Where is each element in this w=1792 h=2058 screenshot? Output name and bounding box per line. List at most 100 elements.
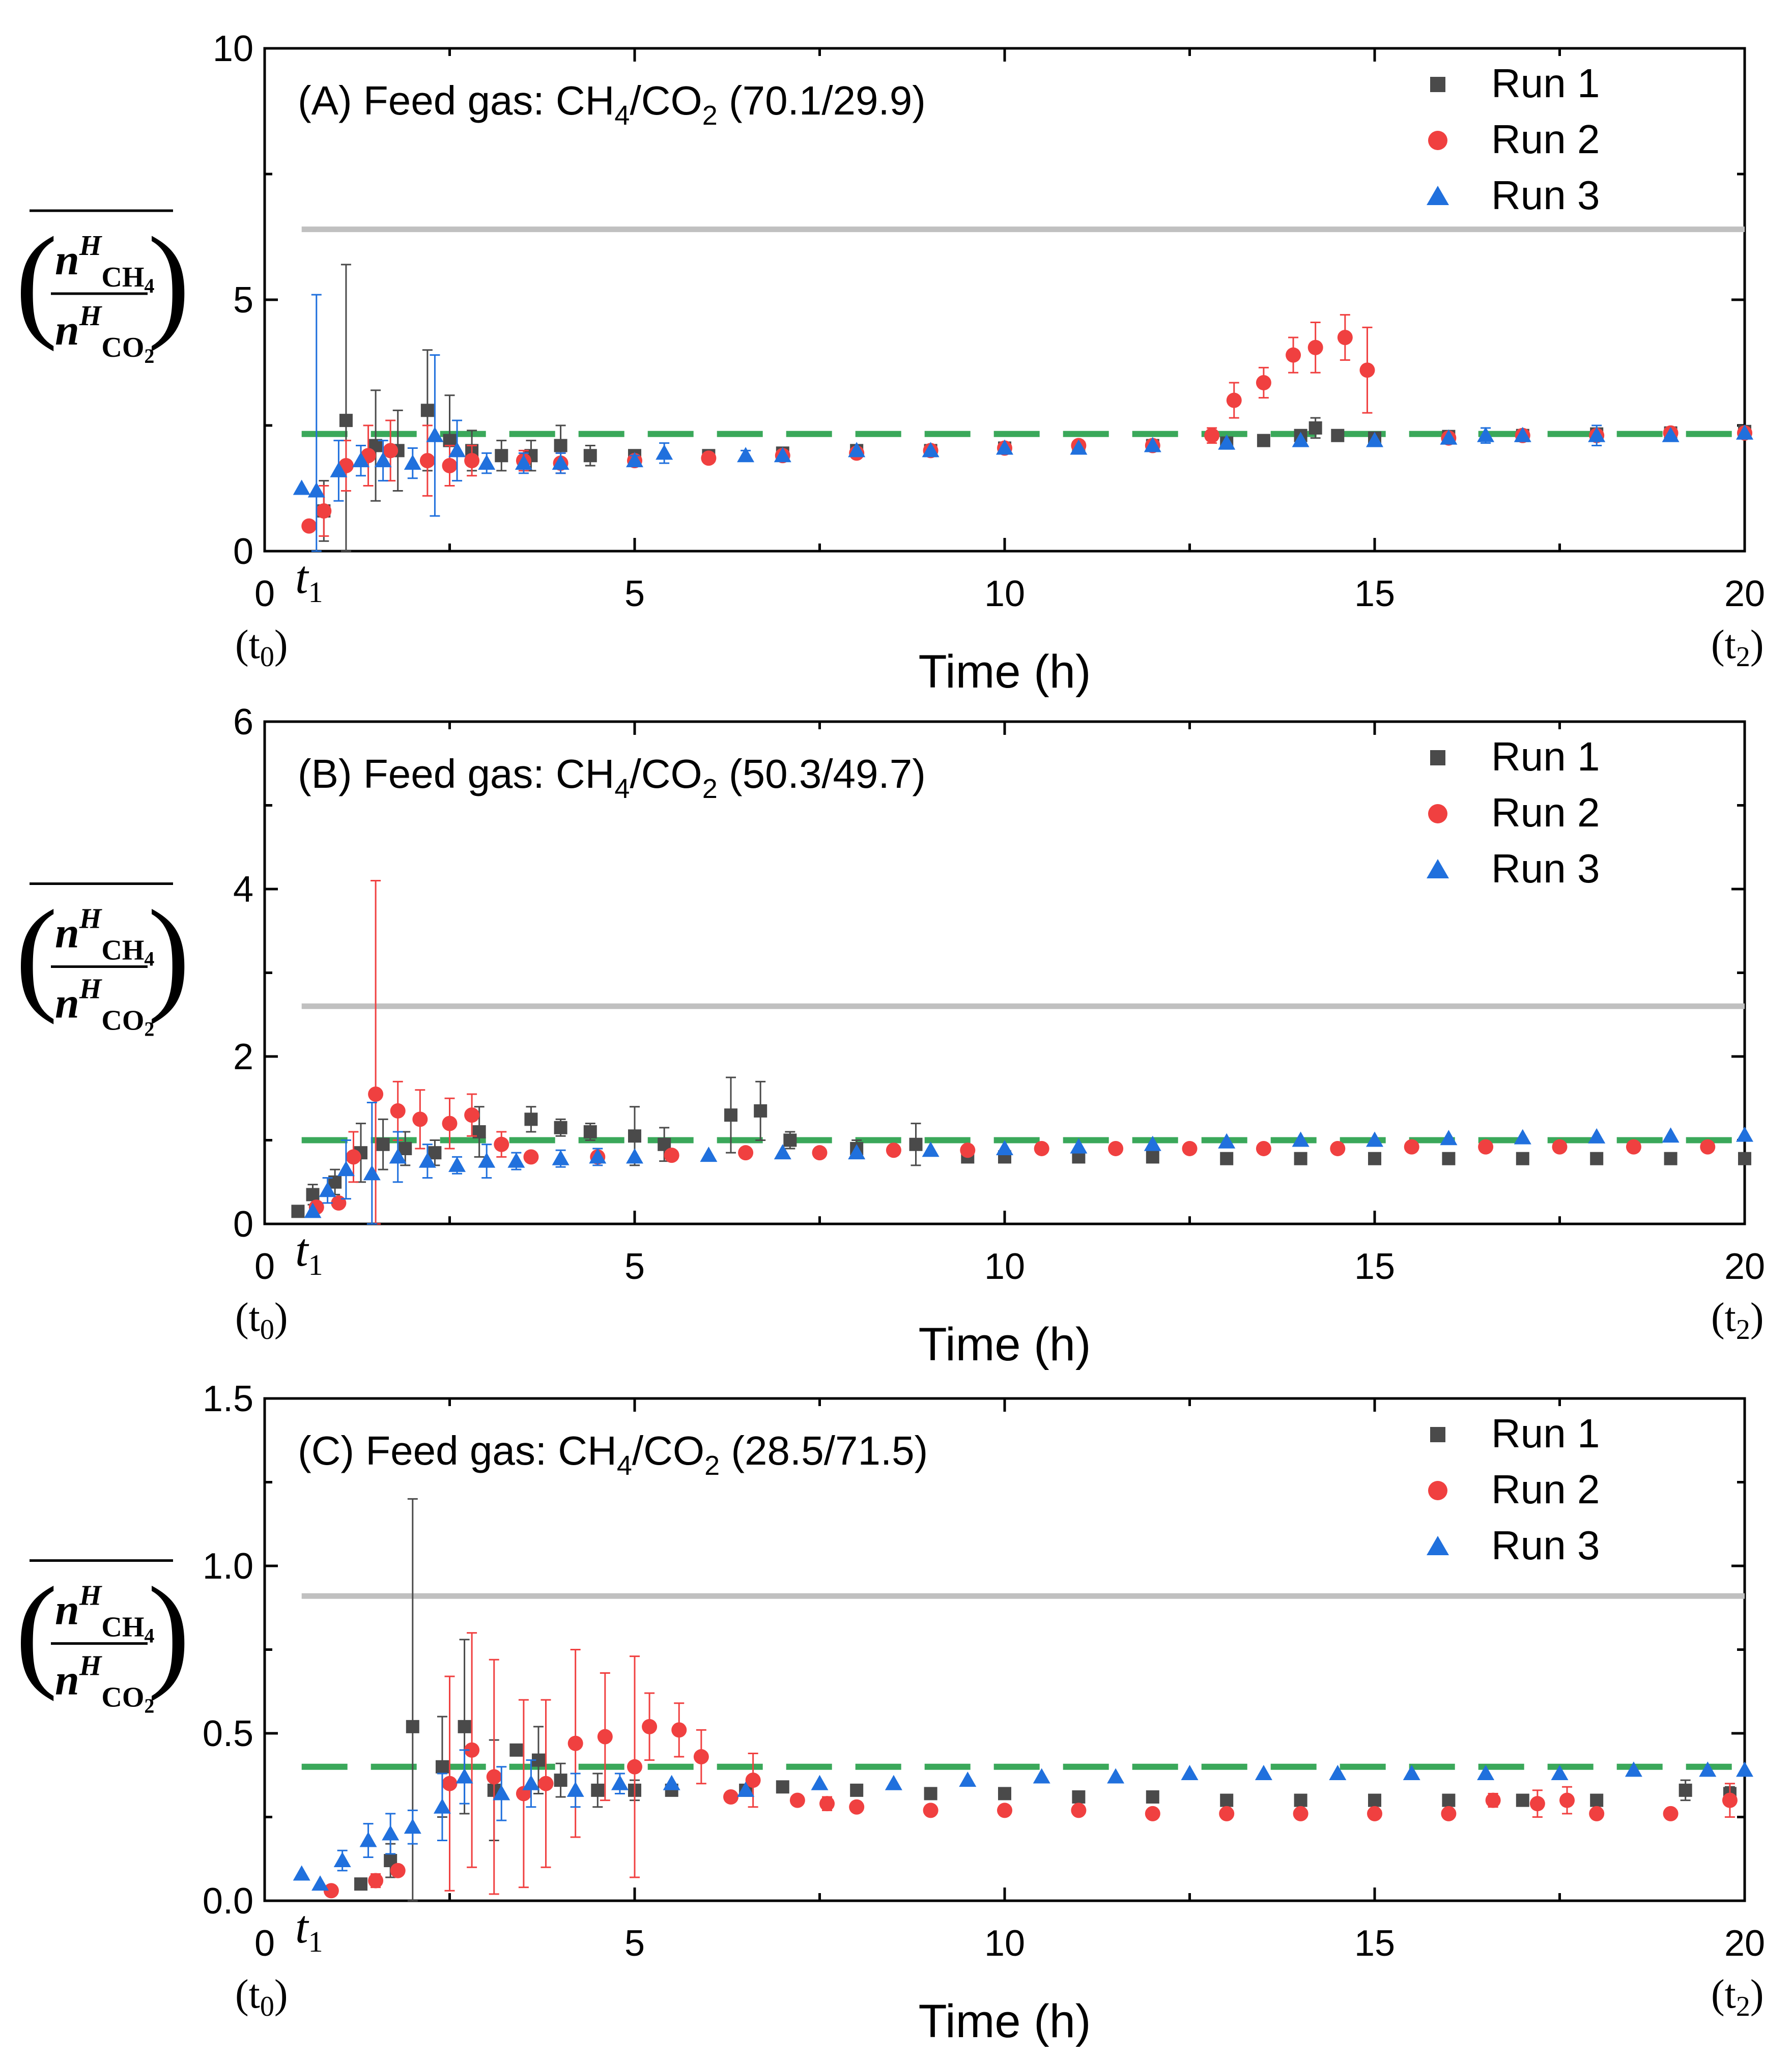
data-point-square: [554, 1121, 567, 1134]
x-tick-label: 15: [1354, 1246, 1395, 1287]
data-point-circle: [1204, 427, 1220, 443]
data-point-square: [428, 1146, 442, 1160]
data-point-square: [724, 1108, 738, 1122]
data-point-square: [509, 1743, 523, 1757]
data-point-circle: [1700, 1139, 1716, 1155]
data-point-square: [406, 1720, 419, 1733]
data-point-triangle: [656, 444, 673, 460]
data-point-square: [1590, 1152, 1604, 1165]
data-point-triangle: [1440, 1130, 1458, 1146]
data-point-circle: [1367, 1806, 1382, 1821]
data-point-square: [1442, 1152, 1456, 1165]
data-point-triangle: [293, 1865, 310, 1881]
data-point-triangle: [1144, 1135, 1161, 1151]
data-point-triangle: [493, 1785, 510, 1800]
data-point-square: [524, 1112, 538, 1126]
data-point-triangle: [1736, 1126, 1753, 1142]
data-point-circle: [1330, 1140, 1346, 1156]
panel-title: (C) Feed gas: CH4/CO2 (28.5/71.5): [298, 1428, 928, 1481]
data-point-circle: [701, 450, 717, 466]
data-point-triangle: [1625, 1761, 1642, 1777]
data-point-triangle: [1514, 426, 1531, 442]
legend-label: Run 3: [1491, 1523, 1600, 1568]
legend: Run 1 Run 2 Run 3: [1427, 61, 1600, 218]
data-point-triangle: [552, 1150, 570, 1165]
data-point-square: [1590, 1793, 1604, 1807]
data-point-triangle: [589, 1148, 607, 1164]
data-point-circle: [789, 1792, 805, 1808]
x-tick-label: 0: [254, 1923, 275, 1964]
data-point-circle: [383, 443, 399, 459]
legend-label: Run 2: [1491, 1467, 1600, 1512]
legend: Run 1 Run 2 Run 3: [1427, 1411, 1600, 1568]
data-point-circle: [1307, 339, 1323, 355]
data-point-circle: [412, 1111, 428, 1127]
y-tick-label: 0.5: [203, 1713, 253, 1754]
data-point-square: [1331, 428, 1345, 442]
data-point-triangle: [404, 454, 421, 470]
data-point-circle: [1145, 1806, 1160, 1821]
data-point-triangle: [1440, 429, 1458, 445]
data-point-triangle: [1144, 437, 1161, 452]
data-point-triangle: [1292, 432, 1310, 447]
data-point-triangle: [448, 1156, 466, 1172]
y-tick-label: 2: [233, 1037, 253, 1077]
data-point-triangle: [311, 1875, 329, 1891]
data-point-circle: [923, 1803, 938, 1818]
data-point-triangle: [352, 452, 370, 468]
x-tick-label: 10: [984, 1923, 1025, 1964]
data-point-square: [291, 1205, 305, 1218]
data-point-square: [754, 1104, 767, 1118]
y-tick-label: 0.0: [203, 1881, 253, 1922]
data-point-circle: [738, 1145, 754, 1161]
data-point-circle: [960, 1142, 976, 1158]
series-run-3: [304, 1101, 1753, 1225]
data-point-square: [1257, 434, 1270, 447]
data-point-triangle: [922, 442, 940, 458]
data-point-circle: [1478, 1139, 1494, 1155]
data-point-square: [924, 1787, 937, 1800]
data-point-square: [1220, 1152, 1234, 1165]
data-point-triangle: [333, 1852, 351, 1868]
legend-marker-square: [1430, 77, 1445, 92]
data-point-triangle: [389, 1148, 407, 1164]
data-point-circle: [390, 1863, 406, 1878]
data-point-triangle: [848, 442, 866, 458]
data-point-circle: [368, 1873, 384, 1889]
y-label-close-paren: ): [148, 884, 190, 1025]
data-point-triangle: [374, 452, 392, 468]
data-point-square: [776, 1780, 789, 1794]
legend-label: Run 1: [1491, 61, 1600, 106]
data-point-circle: [316, 503, 332, 519]
data-point-square: [1442, 1793, 1456, 1807]
y-label-numerator: nHCH4: [55, 903, 154, 970]
data-point-triangle: [515, 454, 532, 470]
legend-marker-square: [1430, 750, 1445, 765]
data-point-triangle: [418, 1152, 436, 1168]
data-point-triangle: [1662, 426, 1680, 442]
legend-marker-triangle: [1427, 859, 1449, 878]
data-point-triangle: [1588, 426, 1606, 442]
data-point-circle: [323, 1883, 339, 1899]
data-point-circle: [346, 1149, 361, 1165]
legend-label: Run 1: [1491, 1411, 1600, 1456]
data-point-square: [850, 1783, 864, 1797]
data-point-triangle: [1366, 432, 1383, 447]
data-point-square: [1220, 1793, 1234, 1807]
data-point-triangle: [1551, 1764, 1569, 1780]
x-tick-label: 15: [1354, 1923, 1395, 1964]
data-point-square: [628, 1129, 641, 1143]
y-tick-label: 5: [233, 280, 253, 321]
series-run-3: [293, 294, 1753, 552]
data-point-triangle: [552, 454, 570, 470]
data-point-triangle: [304, 1203, 322, 1218]
t1-label: t1: [295, 551, 323, 609]
legend-marker-circle: [1428, 1481, 1447, 1500]
x-tick-label: 20: [1724, 1923, 1765, 1964]
data-point-circle: [1071, 1803, 1087, 1818]
data-point-circle: [849, 1799, 865, 1815]
data-point-triangle: [1662, 1127, 1680, 1143]
data-point-circle: [886, 1142, 901, 1158]
x-tick-label: 5: [624, 1246, 645, 1287]
